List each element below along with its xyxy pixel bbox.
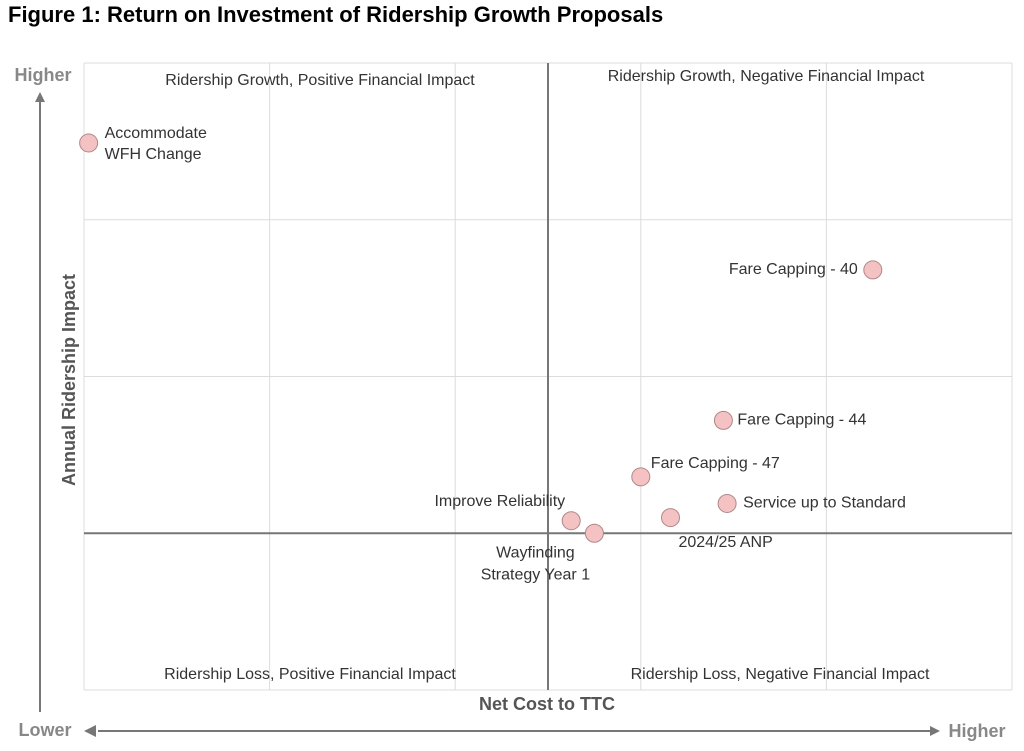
point-label: Accommodate — [105, 125, 207, 142]
x-arrow-head — [84, 725, 96, 737]
y-high-label: Higher — [14, 65, 71, 85]
point — [717, 493, 737, 513]
point-label: Fare Capping - 40 — [729, 261, 858, 278]
point — [79, 133, 99, 153]
point-label: WFH Change — [105, 146, 202, 163]
point-label: Fare Capping - 44 — [737, 412, 866, 429]
point-label: Wayfinding — [496, 544, 575, 561]
y-low-label: Lower — [18, 720, 71, 740]
quadrant-label: Ridership Growth, Negative Financial Imp… — [608, 68, 925, 85]
point — [561, 511, 581, 531]
point — [863, 260, 883, 280]
point — [584, 523, 604, 543]
point-label: 2024/25 ANP — [678, 534, 772, 551]
quadrant-label: Ridership Growth, Positive Financial Imp… — [165, 72, 475, 89]
point-label: Strategy Year 1 — [481, 566, 591, 583]
point — [713, 410, 733, 430]
point-label: Service up to Standard — [743, 495, 906, 512]
point-label: Improve Reliability — [434, 493, 565, 510]
quadrant-label: Ridership Loss, Negative Financial Impac… — [631, 666, 930, 683]
chart-title: Figure 1: Return on Investment of Riders… — [8, 2, 663, 27]
point — [660, 508, 680, 528]
quadrant-label: Ridership Loss, Positive Financial Impac… — [164, 666, 456, 683]
x-high-label: Higher — [948, 721, 1005, 741]
x-axis-title: Net Cost to TTC — [479, 694, 615, 714]
point — [631, 467, 651, 487]
point-label: Fare Capping - 47 — [651, 455, 780, 472]
y-axis-title: Annual Ridership Impact — [59, 274, 79, 486]
